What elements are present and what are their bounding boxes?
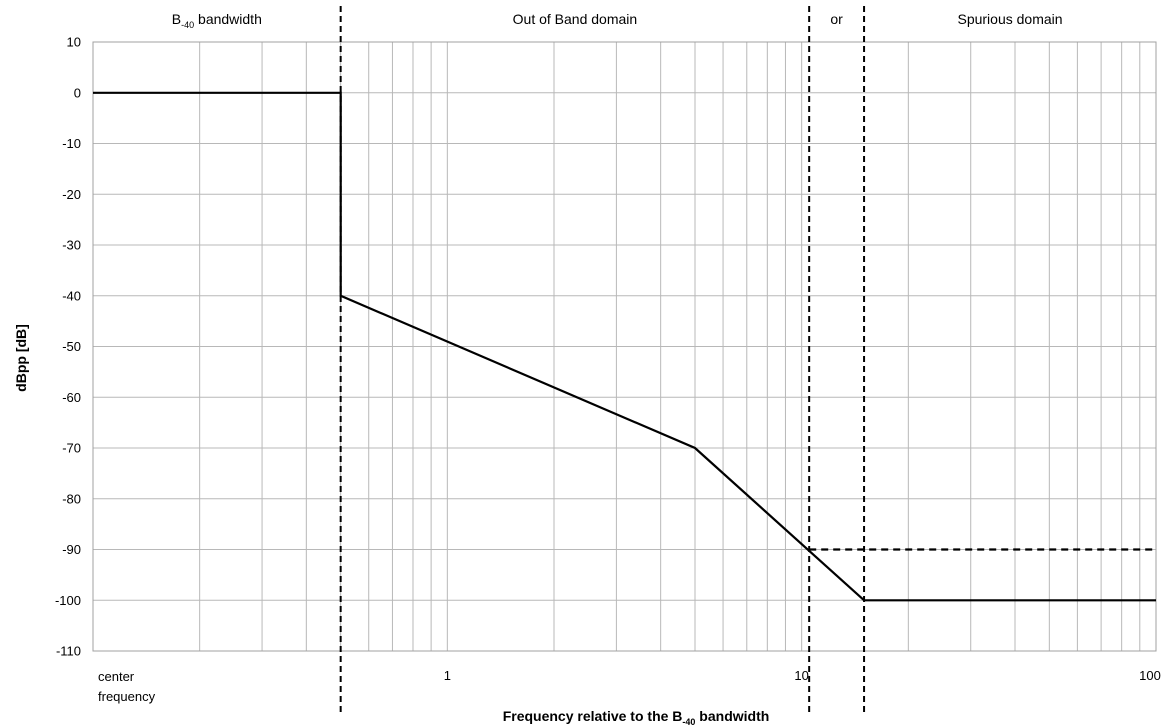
region-labels: B-40 bandwidth Out of Band domain or Spurio… xyxy=(172,11,1063,30)
x-origin-label: frequency xyxy=(98,689,156,704)
y-tick-label: 0 xyxy=(74,85,81,100)
y-tick-label: -110 xyxy=(56,644,81,659)
x-axis-label: Frequency relative to the B-40 bandwidth xyxy=(503,708,770,727)
y-tick-label: -40 xyxy=(62,288,81,303)
y-tick-label: -70 xyxy=(62,441,81,456)
y-tick-label: -10 xyxy=(62,136,81,151)
region-boundaries xyxy=(339,6,866,714)
y-tick-label: -100 xyxy=(55,593,81,608)
y-tick-label: -20 xyxy=(62,187,81,202)
region-label: Spurious domain xyxy=(957,11,1062,27)
x-origin-label: center xyxy=(98,669,135,684)
region-label: Out of Band domain xyxy=(513,11,638,27)
mask-line xyxy=(93,91,1156,602)
y-tick-label: -80 xyxy=(62,491,81,506)
x-tick-label: 1 xyxy=(444,668,451,683)
region-label: B-40 bandwidth xyxy=(172,11,262,30)
y-tick-label: 10 xyxy=(67,35,81,50)
plot-frame xyxy=(92,41,1157,652)
x-tick-labels: 1 10 100 center frequency xyxy=(98,668,1161,704)
y-tick-label: -30 xyxy=(62,238,81,253)
y-tick-label: -50 xyxy=(62,339,81,354)
y-tick-label: -60 xyxy=(62,390,81,405)
y-axis-label: dBpp [dB] xyxy=(13,324,29,392)
grid xyxy=(92,41,1157,652)
region-label: or xyxy=(830,11,843,27)
x-tick-label: 10 xyxy=(794,668,808,683)
x-tick-label: 100 xyxy=(1139,668,1161,683)
series xyxy=(93,91,1156,602)
y-tick-labels: 10 0 -10 -20 -30 -40 -50 -60 -70 -80 -90 -100 -110 xyxy=(55,35,81,659)
y-tick-label: -90 xyxy=(62,542,81,557)
